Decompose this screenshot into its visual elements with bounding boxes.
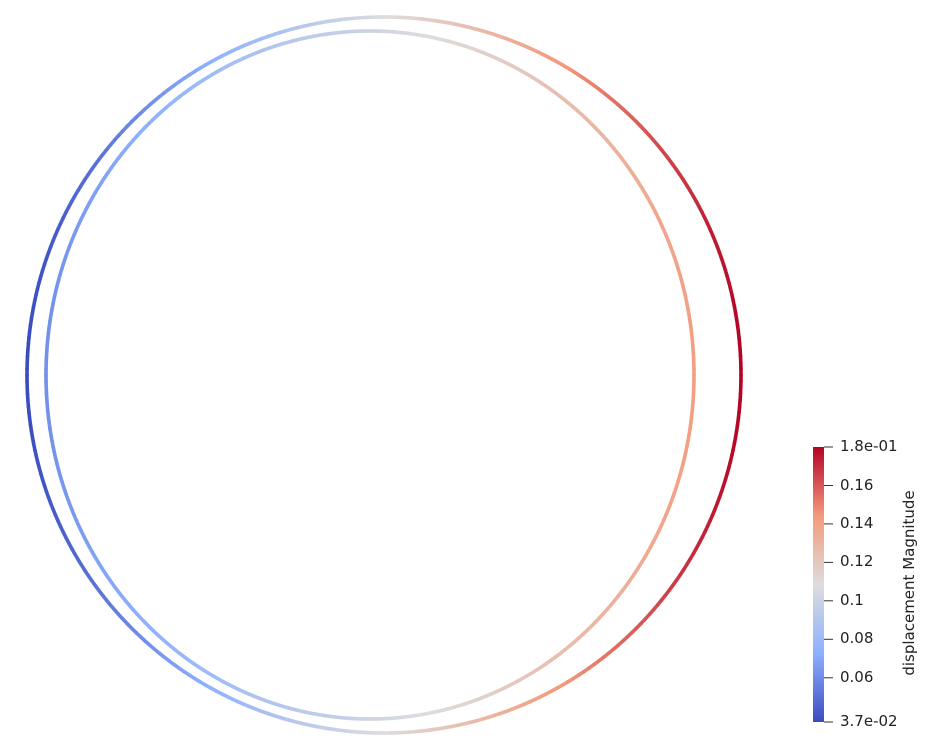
colorbar-gradient — [813, 447, 824, 722]
colorbar-tick-label: 1.8e-01 — [840, 437, 898, 455]
colorbar-title: displacement Magnitude — [900, 490, 918, 676]
colorbar — [813, 446, 833, 723]
colorbar-tick-label: 0.14 — [840, 513, 874, 532]
colorbar-tick-label: 3.7e-02 — [840, 712, 898, 730]
colorbar-tick-label: 0.06 — [840, 667, 874, 686]
colorbar-tick-label: 0.1 — [840, 590, 864, 609]
colorbar-tick-label: 0.12 — [840, 552, 874, 571]
colorbar-tick-label: 0.08 — [840, 629, 874, 648]
outer-ring — [25, 15, 743, 735]
displacement-rings — [25, 15, 743, 735]
colorbar-tick-label: 0.16 — [840, 475, 874, 494]
inner-ring — [44, 29, 696, 721]
